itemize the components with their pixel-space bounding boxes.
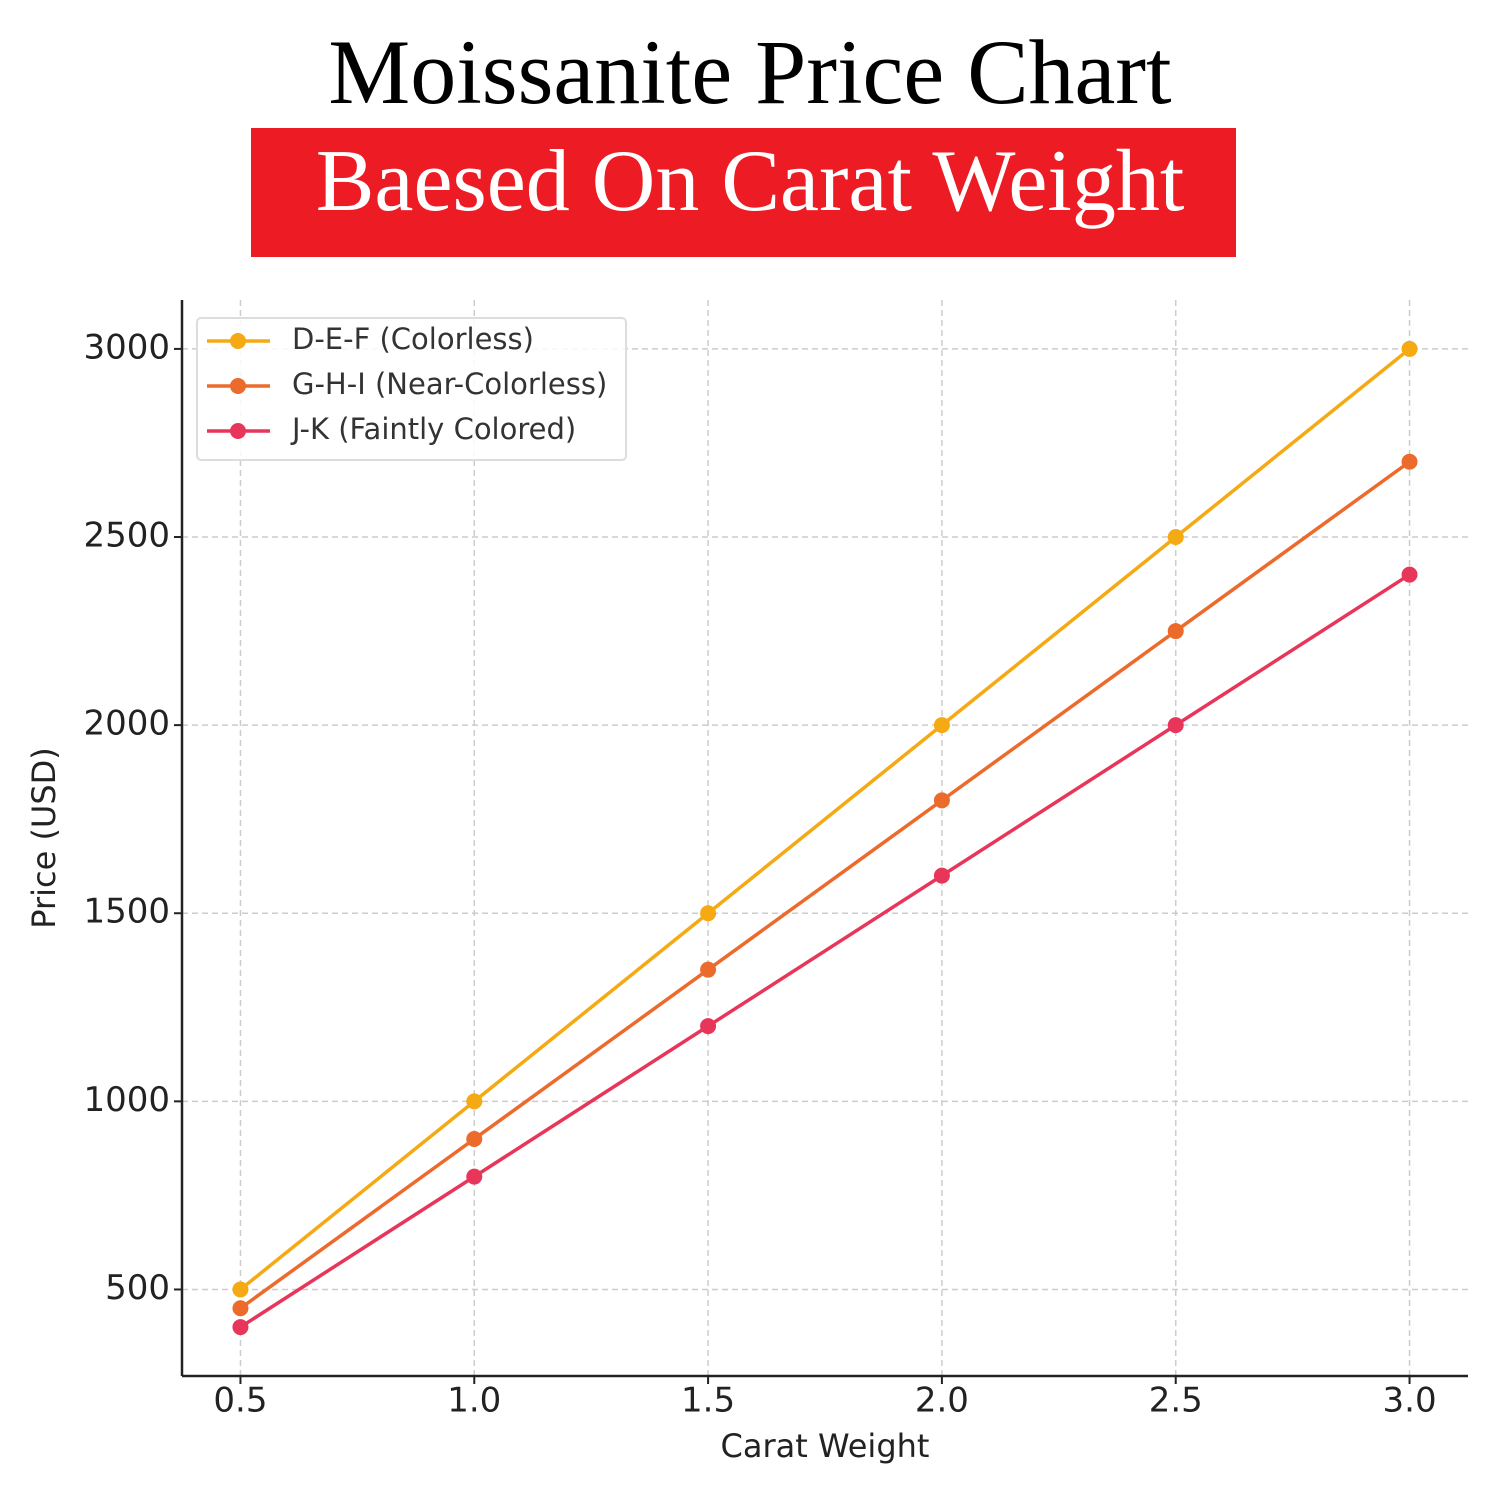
series-line: [239, 460, 1411, 1310]
point: [1167, 623, 1184, 640]
legend-marker: [230, 423, 246, 439]
x-axis-label: Carat Weight: [721, 1427, 930, 1465]
point: [1401, 340, 1418, 357]
point: [933, 717, 950, 734]
y-tick-label: 3000: [83, 327, 170, 367]
subtitle-box: [251, 128, 1236, 257]
legend-label: G-H-I (Near-Colorless): [292, 367, 607, 401]
x-tick-label: 1.0: [447, 1381, 501, 1421]
point: [466, 1093, 483, 1110]
x-tick-label: 2.5: [1149, 1381, 1203, 1421]
point: [1401, 453, 1418, 470]
point: [1401, 566, 1418, 583]
subtitle: Baesed On Carat Weight: [316, 133, 1185, 230]
y-axis-label: Price (USD): [25, 747, 63, 929]
point: [232, 1281, 249, 1298]
legend-marker: [230, 378, 246, 394]
point: [1167, 529, 1184, 546]
legend-marker: [230, 333, 246, 349]
point: [1167, 717, 1184, 734]
legend-label: D-E-F (Colorless): [292, 322, 534, 356]
point: [466, 1130, 483, 1147]
point: [466, 1168, 483, 1185]
x-tick-label: 0.5: [213, 1381, 267, 1421]
point: [232, 1319, 249, 1336]
point: [232, 1300, 249, 1317]
title: Moissanite Price Chart: [328, 21, 1172, 123]
point: [933, 867, 950, 884]
y-tick-label: 500: [105, 1268, 170, 1308]
y-tick-label: 2000: [83, 704, 170, 744]
legend-box: [196, 317, 627, 461]
point: [933, 792, 950, 809]
series-line: [239, 573, 1411, 1329]
series-line: [239, 347, 1411, 1291]
y-tick-label: 1000: [83, 1080, 170, 1120]
point: [700, 961, 717, 978]
x-tick-label: 3.0: [1383, 1381, 1437, 1421]
x-tick-label: 1.5: [681, 1381, 735, 1421]
legend-label: J-K (Faintly Colored): [290, 412, 576, 446]
point: [700, 1018, 717, 1035]
y-tick-label: 1500: [83, 892, 170, 932]
x-tick-label: 2.0: [915, 1381, 969, 1421]
y-tick-label: 2500: [83, 516, 170, 556]
point: [700, 905, 717, 922]
